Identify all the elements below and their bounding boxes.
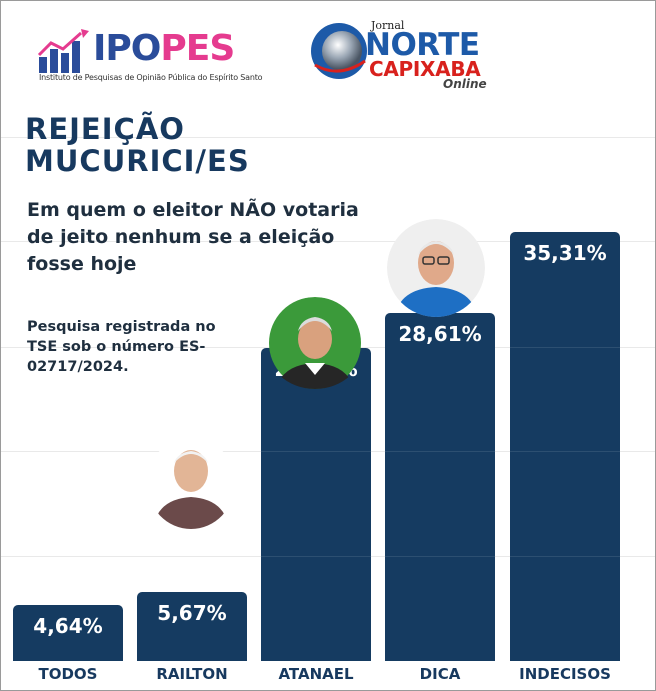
bar-gridline	[510, 347, 620, 348]
bar-chart-icon	[37, 29, 89, 73]
bar-value-label: 28,61%	[398, 322, 482, 347]
bar-gridline	[510, 451, 620, 452]
category-label-indecisos: INDECISOS	[519, 665, 611, 683]
bar-value-label: 35,31%	[523, 241, 607, 265]
gridline	[1, 137, 655, 138]
railton-portrait	[147, 437, 235, 529]
bar-atanael: 25,77%	[261, 347, 371, 661]
bar-value-label: 5,67%	[157, 601, 227, 626]
norte-wordmark: NORTE	[365, 27, 480, 63]
globe-icon	[311, 23, 367, 79]
chart-title: REJEIÇÃO MUCURICI/ES	[25, 112, 250, 178]
bar-value-label: 4,64%	[33, 613, 103, 638]
ipopes-wordmark: IPOPES	[93, 28, 235, 69]
ipopes-logo: IPOPES Instituto de Pesquisas de Opinião…	[37, 25, 263, 87]
bar-railton: 5,67%	[137, 592, 247, 661]
atanael-portrait	[265, 297, 365, 389]
norte-jornal-label: Jornal	[371, 19, 405, 32]
bar-gridline	[510, 556, 620, 557]
capixaba-wordmark: CAPIXABA	[369, 57, 481, 81]
gridline	[1, 241, 655, 242]
category-label-atanael: ATANAEL	[278, 665, 354, 683]
norte-capixaba-logo: Jornal NORTE CAPIXABA Online	[309, 19, 499, 93]
registration-note: Pesquisa registrada no TSE sob o número …	[27, 319, 216, 375]
bar-gridline	[385, 450, 495, 452]
bar-gridline	[261, 450, 371, 452]
bar-todos: 4,64%	[13, 604, 123, 661]
ipopes-tagline: Instituto de Pesquisas de Opinião Públic…	[39, 73, 263, 82]
bar-gridline	[385, 555, 495, 557]
bar-gridline	[261, 555, 371, 557]
survey-question: Em quem o eleitor NÃO votaria de jeito n…	[27, 199, 359, 275]
online-wordmark: Online	[443, 77, 487, 91]
category-label-railton: RAILTON	[156, 665, 228, 683]
bar-indecisos: 35,31%	[510, 232, 620, 661]
bar-dica: 28,61%	[385, 313, 495, 661]
dica-portrait	[387, 219, 485, 317]
category-label-dica: DICA	[419, 665, 461, 683]
category-label-todos: TODOS	[38, 665, 98, 683]
